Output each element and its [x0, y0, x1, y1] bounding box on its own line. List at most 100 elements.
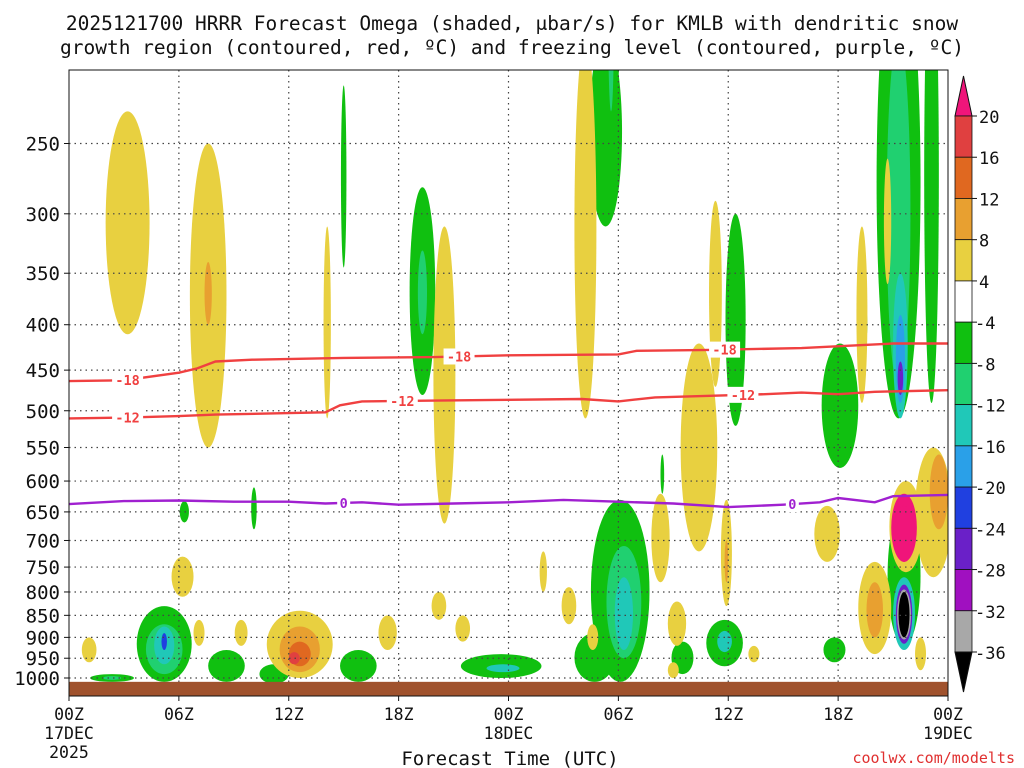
terrain-layer: [69, 681, 948, 696]
contour-label: 0: [788, 497, 796, 513]
y-tick-label: 1000: [14, 668, 60, 690]
omega-downward-motion-blob: [856, 226, 868, 403]
omega-downward-motion-blob: [288, 652, 300, 665]
x-tick-label: 12Z: [274, 705, 304, 724]
y-tick-label: 650: [26, 502, 60, 524]
colorbar-band: [954, 569, 973, 612]
omega-upward-motion-blob: [897, 361, 904, 396]
omega-upward-motion-blob: [417, 250, 428, 335]
y-tick-label: 250: [26, 134, 60, 156]
colorbar-band: [954, 527, 973, 570]
omega-downward-motion-blob: [193, 619, 205, 646]
contour-label: -12: [115, 411, 139, 427]
colorbar-band: [954, 280, 973, 323]
colorbar-band: [954, 486, 973, 529]
colorbar-band: [954, 445, 973, 488]
contour-line-dgz-minus12: [69, 389, 948, 420]
x-tick-label: 18Z: [823, 705, 853, 724]
y-axis: 2503003504004505005506006507007508008509…: [14, 134, 69, 690]
omega-downward-motion-blob: [323, 226, 331, 419]
omega-upward-motion-blob: [179, 501, 189, 523]
x-axis-title: Forecast Time (UTC): [401, 748, 618, 768]
omega-downward-motion-blob: [724, 540, 729, 583]
omega-upward-motion-blob: [924, 70, 939, 403]
x-tick-label: 00Z: [933, 705, 963, 724]
colorbar-label: -4: [975, 314, 995, 334]
omega-upward-motion-blob: [208, 650, 245, 682]
y-tick-label: 900: [26, 627, 60, 649]
colorbar-label: -16: [975, 438, 1006, 458]
omega-upward-motion-blob: [340, 650, 377, 682]
omega-upward-motion-blob: [725, 213, 746, 426]
colorbar-band: [954, 362, 973, 406]
colorbar: 20 16 12 8 4 -4 -8 -12 -16 -20 -24 -28 -32 -36: [954, 75, 1006, 693]
omega-downward-motion-blob: [234, 619, 248, 646]
omega-downward-motion-blob: [455, 615, 471, 642]
omega-upward-motion-blob: [823, 637, 846, 663]
contour-label-bg: [386, 392, 418, 409]
terrain-strip: [69, 681, 948, 696]
chart-title-line2: growth region (contoured, red, ºC) and f…: [60, 36, 964, 59]
omega-shading-layer: [81, 70, 948, 684]
omega-upward-motion-blob: [608, 70, 614, 112]
y-tick-label: 700: [26, 530, 60, 552]
contour-line-freezing-level: [69, 493, 948, 509]
colorbar-label: 20: [979, 108, 999, 128]
omega-upward-motion-blob: [102, 676, 122, 680]
omega-downward-motion-blob: [866, 582, 883, 638]
colorbar-label: -36: [975, 644, 1006, 664]
omega-downward-motion-blob: [814, 505, 840, 562]
y-tick-label: 750: [26, 557, 60, 579]
contour-label: -12: [390, 394, 414, 410]
omega-downward-motion-blob: [204, 262, 212, 325]
omega-upward-motion-blob: [821, 343, 859, 468]
omega-upward-motion-blob: [589, 70, 623, 227]
omega-upward-motion-blob: [898, 591, 910, 638]
y-tick-label: 950: [26, 648, 60, 670]
omega-downward-motion-blob: [539, 551, 547, 592]
x-tick-label: 19DEC: [923, 724, 973, 743]
omega-downward-motion-blob: [651, 493, 670, 583]
omega-downward-motion-blob: [105, 111, 150, 335]
colorbar-band: [954, 115, 973, 158]
x-tick-label: 18DEC: [484, 724, 534, 743]
colorbar-label: 12: [979, 190, 999, 210]
contour-label: -18: [447, 349, 471, 365]
omega-downward-motion-blob: [378, 615, 397, 651]
omega-upward-motion-blob: [574, 633, 615, 682]
colorbar-label: 16: [979, 149, 999, 169]
contour-label-bg: [112, 371, 144, 388]
contour-label-bg: [709, 341, 741, 358]
colorbar-band: [954, 198, 973, 241]
chart-title-line1: 2025121700 HRRR Forecast Omega (shaded, …: [66, 12, 958, 35]
colorbar-band: [954, 404, 973, 447]
omega-upward-motion-blob: [614, 577, 634, 651]
colorbar-label: -32: [975, 603, 1006, 623]
omega-upward-motion-blob: [340, 85, 347, 268]
omega-downward-motion-blob: [915, 637, 927, 671]
omega-upward-motion-blob: [717, 630, 732, 653]
contour-label-bg: [785, 496, 799, 513]
omega-upward-motion-blob: [486, 664, 520, 673]
contour-line-dgz-minus18: [69, 342, 948, 383]
contour-label: -18: [115, 373, 139, 389]
colorbar-label: -28: [975, 562, 1006, 582]
y-tick-label: 800: [26, 582, 60, 604]
contour-label: -18: [712, 343, 736, 359]
x-tick-label: 00Z: [494, 705, 524, 724]
omega-downward-motion-blob: [709, 200, 722, 387]
y-tick-label: 450: [26, 360, 60, 382]
colorbar-band: [954, 239, 973, 282]
colorbar-label: 8: [979, 232, 989, 252]
grid-layer: [69, 70, 948, 696]
colorbar-band: [954, 321, 973, 364]
omega-downward-motion-blob: [929, 454, 948, 530]
colorbar-label: -8: [975, 355, 995, 375]
contour-label-bg: [112, 409, 144, 426]
colorbar-label: -24: [975, 520, 1006, 540]
contour-label-bg: [443, 348, 475, 365]
omega-downward-motion-blob: [561, 587, 577, 625]
omega-downward-motion-blob: [667, 601, 687, 646]
